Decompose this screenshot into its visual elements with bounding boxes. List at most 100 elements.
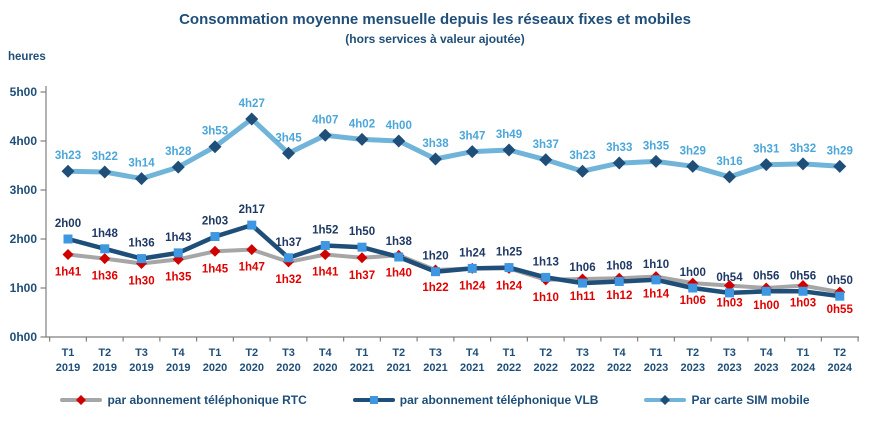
data-label-sim: 3h29	[827, 145, 853, 157]
marker-vlb-square	[688, 283, 698, 293]
y-tick-label: 5h00	[10, 85, 38, 99]
marker-vlb-square	[247, 220, 257, 230]
data-label-rtc: 1h45	[202, 263, 229, 275]
y-tick-label: 2h00	[10, 232, 38, 246]
marker-sim-diamond	[796, 157, 810, 171]
x-tick-label: T3 2022	[570, 347, 594, 374]
marker-vlb-square	[284, 253, 293, 263]
marker-sim-diamond	[576, 164, 589, 178]
marker-sim-diamond	[686, 159, 700, 173]
data-label-rtc: 1h32	[275, 274, 301, 286]
marker-sim-diamond	[135, 172, 148, 186]
data-label-rtc: 0h55	[827, 304, 854, 316]
data-label-vlb: 1h10	[643, 259, 669, 271]
data-label-vlb: 0h56	[753, 270, 779, 282]
legend-marker-sim-icon	[644, 395, 687, 405]
data-label-sim: 3h45	[275, 132, 302, 144]
x-tick-label: T1 2023	[644, 347, 668, 374]
x-tick-label: T2 2021	[387, 347, 411, 374]
x-tick-label: T2 2023	[681, 347, 705, 374]
data-label-rtc: 1h10	[533, 292, 559, 304]
data-label-sim: 3h49	[496, 129, 522, 141]
data-label-rtc: 1h11	[570, 291, 596, 303]
data-label-rtc: 1h12	[606, 290, 632, 302]
data-label-sim: 3h23	[55, 150, 81, 162]
data-label-sim: 3h37	[533, 139, 559, 151]
data-label-vlb: 2h00	[55, 218, 81, 230]
marker-sim-diamond	[392, 134, 406, 148]
x-tick-label: T1 2021	[350, 347, 374, 374]
data-label-vlb: 2h17	[239, 204, 265, 216]
marker-vlb-square	[431, 267, 440, 277]
marker-sim-diamond	[282, 146, 295, 160]
marker-sim-diamond	[98, 165, 112, 179]
marker-sim-diamond	[465, 145, 479, 159]
data-label-sim: 3h33	[606, 142, 632, 154]
marker-sim-diamond	[171, 160, 185, 174]
marker-vlb-square	[320, 241, 330, 251]
marker-vlb-square	[63, 234, 73, 244]
x-tick-label: T4 2023	[754, 347, 778, 374]
data-label-vlb: 0h54	[716, 272, 743, 284]
data-label-rtc: 1h36	[92, 271, 118, 283]
data-label-sim: 3h16	[716, 156, 742, 168]
x-tick-label: T2 2019	[93, 347, 117, 374]
x-tick-label: T3 2023	[717, 347, 741, 374]
data-label-vlb: 1h43	[165, 232, 191, 244]
marker-sim-diamond	[429, 152, 442, 166]
legend: par abonnement téléphonique RTC par abonn…	[0, 393, 870, 407]
legend-item-vlb: par abonnement téléphonique VLB	[352, 393, 599, 407]
data-label-vlb: 1h13	[533, 256, 559, 268]
data-label-vlb: 2h03	[202, 216, 228, 228]
x-tick-label: T1 2022	[497, 347, 521, 374]
data-label-sim: 3h32	[790, 143, 816, 155]
marker-rtc-diamond	[209, 245, 221, 257]
data-label-sim: 4h07	[312, 114, 338, 126]
marker-vlb-square	[504, 263, 514, 273]
marker-sim-diamond	[245, 112, 259, 126]
data-label-sim: 3h28	[165, 146, 192, 158]
marker-rtc-diamond	[76, 395, 87, 405]
data-label-rtc: 1h14	[643, 289, 670, 301]
marker-rtc-diamond	[319, 249, 331, 261]
marker-vlb-square	[798, 286, 808, 296]
legend-label-rtc: par abonnement téléphonique RTC	[107, 393, 307, 407]
marker-rtc-diamond	[172, 253, 184, 265]
legend-marker-rtc-icon	[60, 395, 103, 405]
legend-label-vlb: par abonnement téléphonique VLB	[399, 393, 599, 407]
data-label-vlb: 0h50	[827, 275, 853, 287]
marker-vlb-square	[835, 291, 845, 301]
data-label-vlb: 1h52	[312, 225, 338, 237]
marker-vlb-square	[100, 244, 110, 254]
series-vlb-line	[65, 222, 843, 299]
x-tick-label: T2 2022	[534, 347, 558, 374]
marker-vlb-square	[357, 242, 367, 252]
x-tick-label: T4 2019	[166, 347, 190, 374]
marker-vlb-square	[541, 272, 551, 282]
x-tick-label: T4 2021	[460, 347, 484, 374]
y-tick-label: 4h00	[10, 134, 38, 148]
marker-sim-diamond	[318, 128, 332, 142]
data-label-vlb: 1h08	[606, 260, 633, 272]
data-label-vlb: 1h25	[496, 247, 523, 259]
data-label-rtc: 1h00	[753, 300, 779, 312]
data-label-rtc: 1h35	[165, 271, 192, 283]
x-tick-label: T2 2020	[240, 347, 264, 374]
data-label-rtc: 1h37	[349, 270, 375, 282]
marker-vlb-square	[173, 248, 183, 258]
marker-vlb-square	[725, 288, 734, 298]
marker-rtc-diamond	[724, 280, 735, 292]
data-label-rtc: 1h41	[312, 267, 339, 279]
data-label-sim: 3h53	[202, 126, 228, 138]
data-label-sim: 4h02	[349, 118, 375, 130]
marker-sim-diamond	[612, 156, 626, 170]
x-tick-label: T3 2020	[276, 347, 300, 374]
data-label-sim: 3h38	[422, 138, 449, 150]
data-label-rtc: 1h24	[459, 280, 486, 292]
legend-label-sim: Par carte SIM mobile	[691, 393, 810, 407]
marker-sim-diamond	[833, 159, 847, 173]
y-tick-label: 1h00	[10, 281, 38, 295]
marker-vlb-square	[651, 275, 661, 285]
series-sim-line	[65, 116, 843, 182]
